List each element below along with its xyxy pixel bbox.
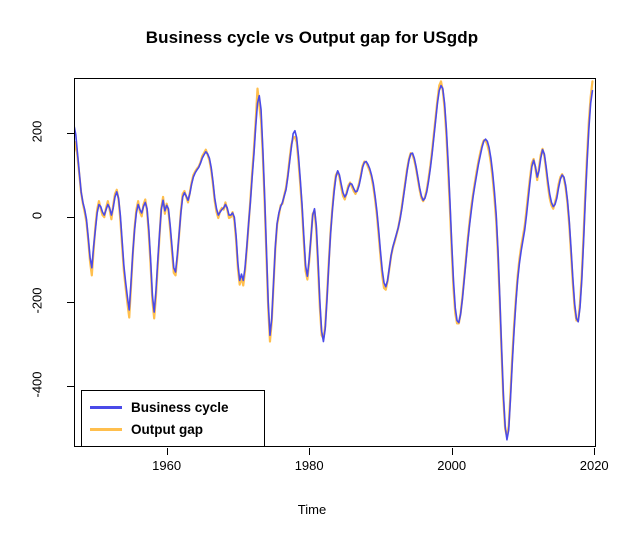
x-axis-title: Time (297, 502, 327, 517)
legend-label-output-gap: Output gap (131, 421, 203, 437)
y-tick-label: 200 (29, 120, 45, 143)
series-line (74, 80, 594, 438)
y-tick-mark (67, 386, 74, 387)
series-plot (74, 80, 594, 441)
legend-item-business-cycle: Business cycle (90, 396, 229, 418)
legend: Business cycle Output gap (81, 390, 265, 447)
series-line (74, 84, 594, 441)
y-tick-label: 0 (29, 212, 45, 220)
x-tick-mark (309, 448, 310, 455)
x-tick-mark (452, 448, 453, 455)
x-tick-label: 1960 (152, 458, 182, 473)
y-tick-mark (67, 133, 74, 134)
x-tick-label: 2000 (437, 458, 467, 473)
chart-title: Business cycle vs Output gap for USgdp (145, 28, 479, 47)
x-tick-label: 2020 (579, 458, 609, 473)
legend-swatch-business-cycle (90, 405, 122, 409)
legend-item-output-gap: Output gap (90, 418, 203, 440)
legend-label-business-cycle: Business cycle (131, 399, 229, 415)
y-tick-label: -400 (29, 371, 45, 398)
x-tick-label: 1980 (294, 458, 324, 473)
y-tick-label: -200 (29, 286, 45, 314)
x-tick-mark (594, 448, 595, 455)
legend-swatch-output-gap (90, 427, 122, 431)
y-tick-mark (67, 302, 74, 303)
y-tick-mark (67, 217, 74, 218)
x-tick-mark (167, 448, 168, 455)
